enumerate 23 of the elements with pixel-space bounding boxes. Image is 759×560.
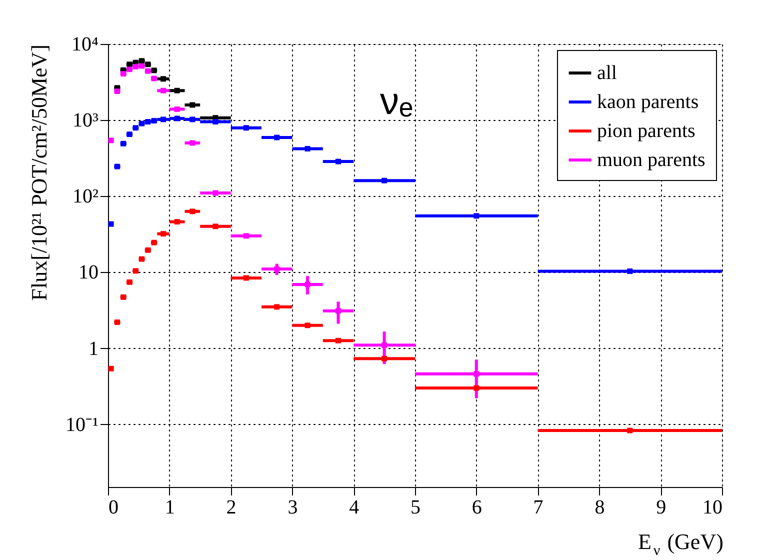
legend-label: pion parents	[597, 120, 696, 142]
x-tick-label: 3	[288, 496, 298, 518]
legend-label: muon parents	[597, 149, 706, 171]
x-tick-label: 5	[410, 496, 420, 518]
y-tick-label: 1	[88, 338, 98, 360]
x-tick-label: 2	[226, 496, 236, 518]
y-axis-title: Flux[/10²¹ POT/cm²/50MeV]	[26, 44, 52, 301]
x-tick-label: 0	[108, 496, 118, 518]
x-tick-label: 1	[164, 496, 175, 518]
x-tick-label: 9	[656, 496, 666, 518]
y-tick-label: 10⁴	[72, 34, 99, 56]
x-tick-label: 7	[533, 496, 544, 518]
x-tick-label: 10	[702, 496, 722, 518]
x-tick-label: 4	[349, 496, 360, 518]
annotation: νₑ	[380, 81, 414, 123]
legend-label: all	[597, 62, 618, 84]
y-tick-label: 10⁻¹	[66, 414, 98, 436]
x-tick-label: 6	[472, 496, 482, 518]
y-tick-label: 10²	[72, 186, 98, 208]
y-tick-label: 10³	[72, 110, 98, 132]
legend-label: kaon parents	[597, 91, 699, 113]
y-tick-label: 10	[78, 262, 98, 284]
x-tick-label: 8	[594, 496, 605, 518]
